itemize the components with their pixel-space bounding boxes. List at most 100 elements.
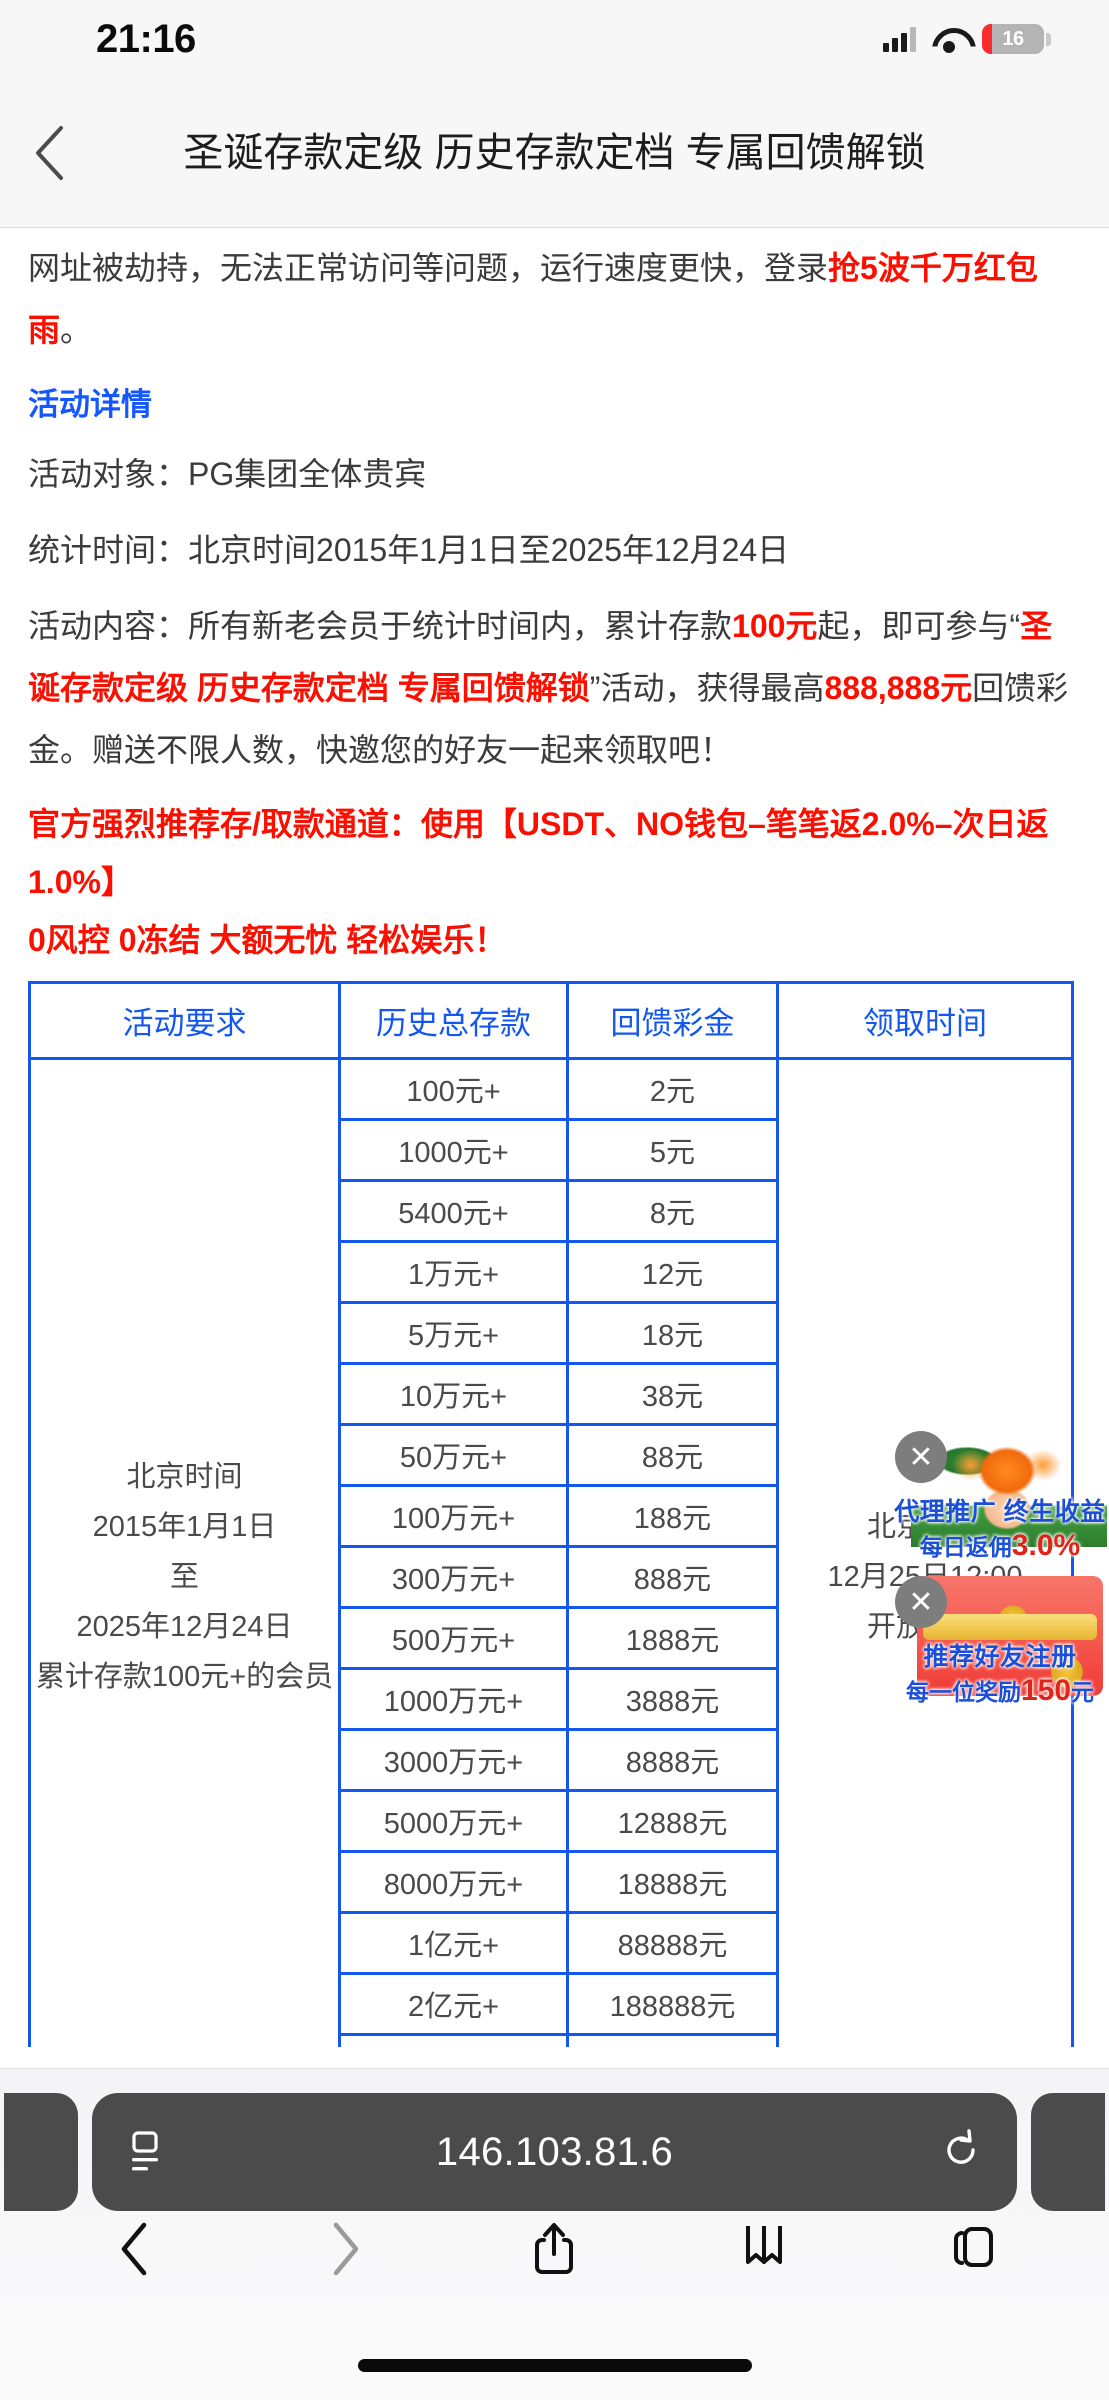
header-bonus: 回馈彩金	[566, 981, 779, 1060]
home-indicator	[357, 2359, 752, 2372]
content-row: 活动内容：所有新老会员于统计时间内，累计存款100元起，即可参与“圣诞存款定级 …	[28, 595, 1081, 781]
content-campaign: 圣诞存款定级 历史存款定档 专属回馈解锁	[28, 608, 1053, 706]
cell-deposit: 100万元+	[338, 1484, 569, 1548]
share-button[interactable]	[508, 2203, 600, 2295]
cell-claim-time: 北京时间12月25日12:00开放领取	[776, 1057, 1074, 2047]
table-row: 1000元+ 5元	[30, 1118, 1073, 1182]
page-content[interactable]: ▼强烈建议▼ 全体新老会员点击下载「爱豆·官方APP」 全程加密，防劫持 网址被…	[0, 229, 1109, 2047]
ad-referral-line2-prefix: 每一位奖励	[905, 1679, 1021, 1705]
target-row: 活动对象：PG集团全体贵宾	[28, 443, 1081, 505]
cell-bonus: 18元	[566, 1301, 779, 1365]
ad-banner-agent[interactable]: ✕ 代理推广 终生收益 每日返佣3.0%	[891, 1429, 1109, 1569]
forward-button[interactable]	[299, 2203, 391, 2295]
safari-bottom-bar: 146.103.81.6	[0, 2068, 1109, 2400]
content-part-4: 回馈彩金。赠送不限人数，快邀您的好友一起来领取吧！	[28, 670, 1069, 768]
table-row: 300万元+ 888元	[30, 1545, 1073, 1609]
cell-deposit: 2亿元+	[338, 1972, 569, 2036]
table-row: 5万元+ 18元	[30, 1301, 1073, 1365]
page-title: 圣诞存款定级 历史存款定档 专属回馈解锁	[183, 130, 926, 175]
ad-agent-line2: 每日返佣3.0%	[891, 1528, 1109, 1563]
page-header: 圣诞存款定级 历史存款定档 专属回馈解锁	[0, 78, 1109, 228]
table-row: 2亿元+ 188888元	[30, 1972, 1073, 2036]
cell-deposit: 1万元+	[338, 1240, 569, 1304]
red-envelope-icon	[891, 1574, 1109, 1714]
requirement-line: 2025年12月24日	[76, 1611, 293, 1643]
cell-bonus: 88888元	[566, 1911, 779, 1975]
cell-bonus: 1888元	[566, 1606, 779, 1670]
url-row: 146.103.81.6	[0, 2091, 1109, 2213]
period-value: 北京时间2015年1月1日至2025年12月24日	[188, 532, 790, 568]
requirement-line: 北京时间	[126, 1461, 243, 1493]
table-row: 北京时间 2015年1月1日至 2025年12月24日 累计存款100元+的会员 100…	[28, 1057, 1074, 2047]
table-row: 1000万元+ 3888元	[30, 1667, 1073, 1731]
status-bar: 21:16 16	[0, 0, 1109, 78]
cell-deposit: 10万元+	[338, 1362, 569, 1426]
table-row: 100万元+ 188元	[30, 1484, 1073, 1548]
ad-agent-line2-prefix: 每日返佣	[919, 1534, 1012, 1560]
table-row: 500万元+ 1888元	[30, 1606, 1073, 1670]
cell-bonus: 2元	[566, 1057, 779, 1121]
table-row: 3亿元+888888元	[30, 2033, 1073, 2047]
ad-referral-line1: 推荐好友注册	[923, 1643, 1077, 1671]
content-part-2: 起，即可参与“	[817, 608, 1021, 644]
bookmarks-button[interactable]	[718, 2203, 810, 2295]
cell-deposit: 5万元+	[338, 1301, 569, 1365]
requirement-line: 累计存款100元+的会员	[35, 1661, 334, 1693]
ad-banner-referral[interactable]: ✕ 推荐好友注册 每一位奖励150元	[891, 1574, 1109, 1714]
back-chevron-icon	[36, 125, 63, 180]
promo-line-prefix: 网址被劫持，无法正常访问等问题，运行速度更快，登录	[28, 250, 829, 286]
ad-referral-amount: 150	[1020, 1674, 1072, 1707]
back-button[interactable]	[89, 2203, 181, 2295]
previous-tab-edge[interactable]	[4, 2093, 78, 2211]
header-requirement: 活动要求	[28, 981, 341, 1060]
cell-bonus: 5元	[566, 1118, 779, 1182]
cell-bonus: 888888元	[566, 2033, 779, 2047]
cell-deposit: 3亿元+	[338, 2033, 569, 2047]
cell-bonus: 12888元	[566, 1789, 779, 1853]
reload-icon[interactable]	[939, 2128, 983, 2176]
cell-deposit: 3000万元+	[338, 1728, 569, 1792]
reader-view-icon[interactable]	[126, 2128, 170, 2176]
signal-bars-icon	[883, 26, 916, 52]
close-icon[interactable]: ✕	[895, 1576, 947, 1628]
ad-agent-line1: 代理推广 终生收益	[894, 1498, 1106, 1526]
back-button[interactable]	[0, 78, 96, 228]
battery-level: 16	[1002, 27, 1024, 50]
table-row: 5000万元+ 12888元	[30, 1789, 1073, 1853]
table-row: 8000万元+ 18888元	[30, 1850, 1073, 1914]
content-part-3: ”活动，获得最高	[589, 670, 825, 706]
promo-line-highlight: 抢5波千万红包雨	[28, 250, 1038, 348]
recommend-channel-line: 官方强烈推荐存/取款通道：使用【USDT、NO钱包–笔笔返2.0%–次日返1.0…	[28, 806, 1049, 900]
table-row: 1亿元+ 88888元	[30, 1911, 1073, 1975]
tabs-icon	[954, 2227, 994, 2267]
header-claim-time: 领取时间	[776, 981, 1074, 1060]
cell-bonus: 3888元	[566, 1667, 779, 1731]
next-tab-edge[interactable]	[1031, 2093, 1105, 2211]
browser-toolbar	[0, 2194, 1109, 2304]
cell-bonus: 38元	[566, 1362, 779, 1426]
close-icon[interactable]: ✕	[895, 1431, 947, 1483]
cell-bonus: 8元	[566, 1179, 779, 1243]
table-row: 1万元+ 12元	[30, 1240, 1073, 1304]
cell-deposit: 5000万元+	[338, 1789, 569, 1853]
table-header-row: 活动要求 历史总存款 回馈彩金 领取时间	[28, 981, 1074, 1060]
cell-bonus: 188元	[566, 1484, 779, 1548]
content-amount: 100元	[732, 608, 818, 644]
content-label: 活动内容：	[28, 608, 189, 644]
cell-bonus: 18888元	[566, 1850, 779, 1914]
reward-table: 活动要求 历史总存款 回馈彩金 领取时间 北京时间 2015年1月1日至 2025年…	[28, 981, 1074, 2047]
url-text[interactable]: 146.103.81.6	[435, 2129, 674, 2174]
table-row: 3000万元+ 8888元	[30, 1728, 1073, 1792]
promo-line-suffix: 。	[60, 312, 93, 348]
battery-icon: 16	[982, 24, 1051, 54]
cell-deposit: 100元+	[338, 1057, 569, 1121]
cell-deposit: 8000万元+	[338, 1850, 569, 1914]
tabs-button[interactable]	[928, 2203, 1020, 2295]
period-row: 统计时间：北京时间2015年1月1日至2025年12月24日	[28, 519, 1081, 581]
table-row: 5400元+ 8元	[30, 1179, 1073, 1243]
cell-deposit: 500万元+	[338, 1606, 569, 1670]
cell-bonus: 88元	[566, 1423, 779, 1487]
status-indicators: 16	[883, 24, 1051, 54]
address-bar[interactable]: 146.103.81.6	[92, 2093, 1017, 2211]
